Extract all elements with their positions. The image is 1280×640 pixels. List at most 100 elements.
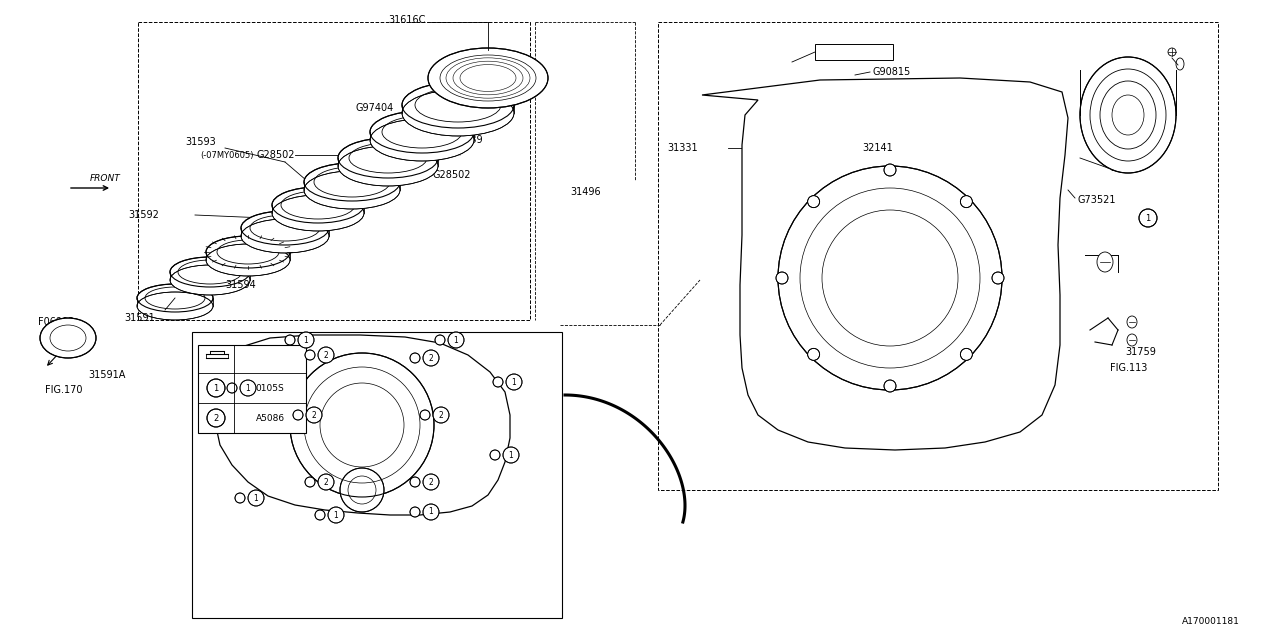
Ellipse shape — [305, 171, 401, 209]
Text: 32141: 32141 — [861, 143, 892, 153]
Polygon shape — [215, 335, 509, 515]
Circle shape — [410, 353, 420, 363]
Ellipse shape — [206, 244, 291, 276]
Text: FIG.170: FIG.170 — [45, 385, 82, 395]
Text: 32135: 32135 — [1110, 163, 1140, 173]
Circle shape — [340, 468, 384, 512]
Ellipse shape — [137, 292, 212, 320]
Text: 1: 1 — [429, 508, 434, 516]
Text: 31616C: 31616C — [388, 15, 425, 25]
Ellipse shape — [137, 284, 212, 312]
Circle shape — [410, 507, 420, 517]
Ellipse shape — [338, 146, 438, 186]
Text: 2: 2 — [439, 410, 443, 419]
Circle shape — [960, 348, 973, 360]
Circle shape — [884, 164, 896, 176]
Circle shape — [420, 410, 430, 420]
Text: 31591: 31591 — [124, 313, 155, 323]
Text: FRONT: FRONT — [90, 173, 120, 182]
Text: 31592: 31592 — [128, 210, 159, 220]
Circle shape — [808, 196, 819, 207]
Circle shape — [422, 474, 439, 490]
Circle shape — [315, 510, 325, 520]
Text: FIG.113: FIG.113 — [1110, 363, 1147, 373]
Text: 2: 2 — [429, 353, 434, 362]
Ellipse shape — [273, 195, 364, 231]
Ellipse shape — [402, 90, 515, 136]
Text: 31325: 31325 — [838, 47, 869, 57]
Circle shape — [410, 477, 420, 487]
Ellipse shape — [241, 219, 329, 253]
Text: 31593: 31593 — [186, 137, 216, 147]
Polygon shape — [701, 78, 1068, 450]
Circle shape — [992, 272, 1004, 284]
Text: 1: 1 — [303, 335, 308, 344]
Ellipse shape — [273, 187, 364, 223]
Circle shape — [317, 347, 334, 363]
Circle shape — [248, 490, 264, 506]
Ellipse shape — [1126, 334, 1137, 346]
Circle shape — [305, 350, 315, 360]
Circle shape — [808, 348, 819, 360]
Circle shape — [293, 410, 303, 420]
Text: 1: 1 — [246, 383, 251, 392]
Circle shape — [298, 332, 314, 348]
Text: G28502: G28502 — [433, 170, 471, 180]
Text: 1: 1 — [508, 451, 513, 460]
Ellipse shape — [1080, 57, 1176, 173]
Circle shape — [317, 474, 334, 490]
Ellipse shape — [402, 82, 515, 128]
Text: G90815: G90815 — [872, 67, 910, 77]
Circle shape — [778, 166, 1002, 390]
Circle shape — [448, 332, 465, 348]
Text: 1: 1 — [253, 493, 259, 502]
Bar — [198, 345, 306, 433]
Text: 2: 2 — [324, 477, 329, 486]
Text: 31331: 31331 — [667, 143, 698, 153]
Text: 31591A: 31591A — [88, 370, 125, 380]
Circle shape — [433, 407, 449, 423]
Ellipse shape — [170, 265, 250, 295]
Circle shape — [503, 447, 518, 463]
Ellipse shape — [305, 163, 401, 201]
Circle shape — [1139, 209, 1157, 227]
Ellipse shape — [338, 138, 438, 178]
Text: 2: 2 — [311, 410, 316, 419]
Circle shape — [328, 507, 344, 523]
Ellipse shape — [1126, 316, 1137, 328]
Text: A170001181: A170001181 — [1183, 618, 1240, 627]
Text: 31594: 31594 — [225, 280, 256, 290]
Text: 0105S: 0105S — [256, 383, 284, 392]
Text: G97404: G97404 — [355, 103, 393, 113]
Ellipse shape — [206, 236, 291, 268]
Circle shape — [506, 374, 522, 390]
Circle shape — [207, 379, 225, 397]
Text: F06902: F06902 — [38, 317, 74, 327]
Circle shape — [884, 380, 896, 392]
Ellipse shape — [241, 211, 329, 245]
Text: 1: 1 — [1146, 214, 1151, 223]
Bar — [210, 351, 224, 354]
Circle shape — [306, 407, 323, 423]
Circle shape — [960, 196, 973, 207]
Text: 2: 2 — [214, 413, 219, 422]
Circle shape — [236, 493, 244, 503]
Ellipse shape — [170, 257, 250, 287]
Text: 31496: 31496 — [570, 187, 600, 197]
Circle shape — [490, 450, 500, 460]
Text: 2: 2 — [429, 477, 434, 486]
Ellipse shape — [40, 318, 96, 358]
Text: (-07MY0605): (-07MY0605) — [200, 150, 253, 159]
Bar — [815, 44, 893, 60]
Circle shape — [227, 383, 237, 393]
Circle shape — [291, 353, 434, 497]
Text: 1: 1 — [214, 383, 219, 392]
Circle shape — [422, 350, 439, 366]
Text: 2: 2 — [324, 351, 329, 360]
Circle shape — [422, 504, 439, 520]
Text: 33139: 33139 — [452, 135, 483, 145]
Text: 1: 1 — [334, 511, 338, 520]
Ellipse shape — [1097, 252, 1114, 272]
Text: G28502: G28502 — [256, 150, 294, 160]
Circle shape — [285, 335, 294, 345]
